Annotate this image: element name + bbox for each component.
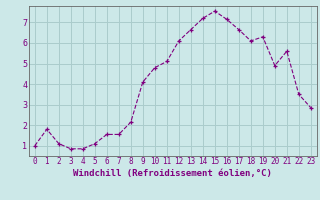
X-axis label: Windchill (Refroidissement éolien,°C): Windchill (Refroidissement éolien,°C) [73, 169, 272, 178]
